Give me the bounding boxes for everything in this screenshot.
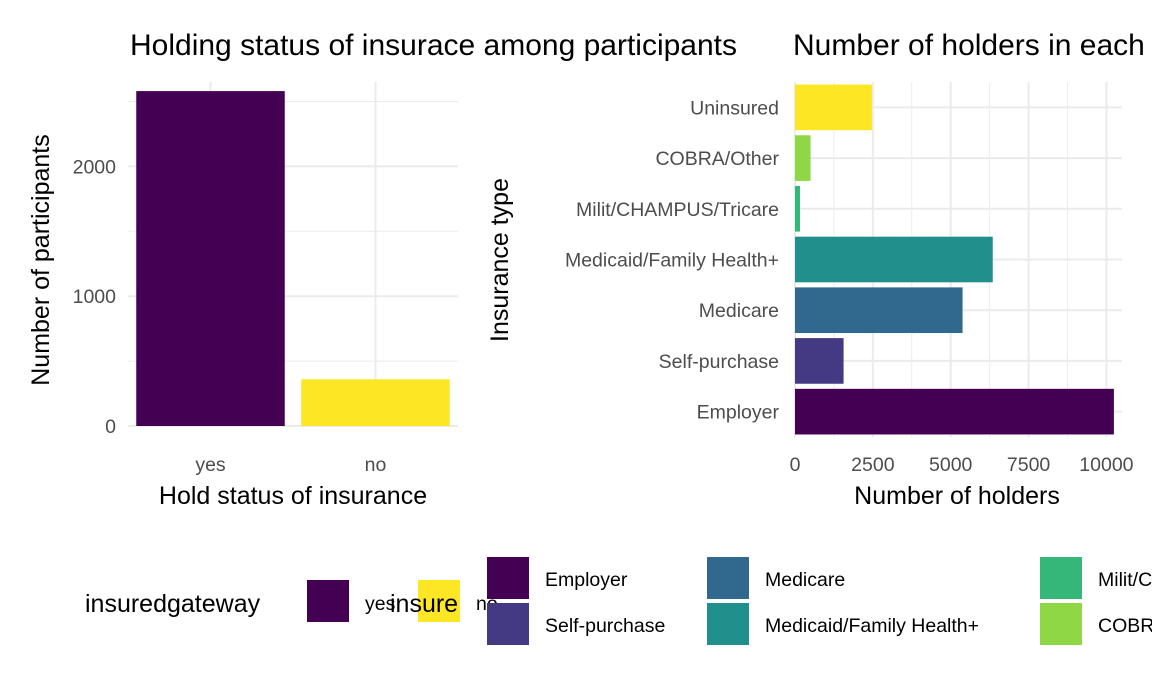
legend-label-yes: yes [365, 593, 396, 615]
right-x-tick-label: 2500 [851, 454, 895, 476]
legend-key-no [418, 580, 460, 622]
right-x-tick-label: 5000 [929, 454, 973, 476]
left-x-tick-label: no [365, 454, 387, 476]
left-x-tick-label: yes [195, 454, 226, 476]
left-bar-yes [136, 91, 285, 426]
right-bar-self-purchase [795, 338, 844, 384]
right-y-tick-labels: Employer Self-purchase Medicare Medicaid/Fa… [565, 97, 780, 423]
right-y-tick-label: COBRA/Other [655, 148, 779, 170]
legend-label-medicare: Medicare [765, 569, 845, 591]
right-y-tick-label: Self-purchase [659, 351, 779, 373]
right-bar-medicaid-family-health- [795, 236, 993, 283]
right-y-axis-title: Insurance type [486, 178, 514, 342]
right-bar-milit-champus-tricare [795, 185, 800, 232]
legend-insure: insure Employer Self-purchase Medicare Medi… [390, 557, 1152, 645]
right-bar-employer [795, 388, 1114, 435]
left-bar-no [301, 379, 450, 426]
right-bar-uninsured [795, 84, 872, 131]
legend-key-medicaid-family-health- [707, 603, 749, 645]
right-x-tick-label: 10000 [1079, 454, 1133, 476]
right-chart: Employer Self-purchase Medicare Medicaid/Fa… [486, 29, 1152, 510]
legend-label-milit-champus-tricare: Milit/CHAMPUS/Tricare [1098, 569, 1152, 591]
left-y-tick-labels: 0 1000 2000 [73, 156, 117, 438]
left-chart-title: Holding status of insurace among partici… [130, 29, 737, 62]
right-x-axis-title: Number of holders [854, 482, 1060, 510]
right-x-tick-label: 7500 [1007, 454, 1051, 476]
left-x-tick-labels: yes no [195, 454, 386, 476]
legend-insuredgateway-title: insuredgateway [85, 590, 261, 618]
legend-key-self-purchase [487, 603, 529, 645]
left-chart: 0 1000 2000 yes no Holding status of insura… [27, 29, 737, 510]
legend-label-employer: Employer [545, 569, 628, 591]
legend-insure-title: insure [390, 590, 458, 618]
left-bars [136, 91, 450, 426]
right-chart-title: Number of holders in each insurance type [793, 29, 1152, 62]
right-y-tick-label: Medicare [699, 300, 779, 322]
right-y-tick-label: Medicaid/Family Health+ [565, 250, 779, 272]
legend-key-medicare [707, 557, 749, 599]
right-y-tick-label: Uninsured [690, 97, 779, 119]
left-x-axis-title: Hold status of insurance [159, 482, 427, 510]
right-bar-medicare [795, 287, 963, 334]
left-y-axis-title: Number of participants [27, 134, 55, 386]
legend-label-cobra-other: COBRA/Other [1098, 615, 1152, 637]
legend-label-self-purchase: Self-purchase [545, 615, 665, 637]
left-y-tick-label: 2000 [73, 156, 117, 178]
legend-key-cobra-other [1040, 603, 1082, 645]
right-x-tick-label: 0 [790, 454, 801, 476]
right-bar-cobra-other [795, 135, 811, 181]
right-x-tick-labels: 0 2500 5000 7500 10000 [790, 454, 1134, 476]
right-y-tick-label: Milit/CHAMPUS/Tricare [576, 199, 779, 221]
left-y-tick-label: 1000 [73, 286, 117, 308]
legend-key-yes [307, 580, 349, 622]
right-bars [795, 84, 1114, 435]
legend-key-milit-champus-tricare [1040, 557, 1082, 599]
legend-key-employer [487, 557, 529, 599]
right-y-tick-label: Employer [697, 402, 780, 424]
legend-label-medicaid-family-health-: Medicaid/Family Health+ [765, 615, 979, 637]
legend-insure-entries: Employer Self-purchase Medicare Medicaid/Fa… [487, 557, 1152, 645]
left-y-tick-label: 0 [105, 416, 116, 438]
